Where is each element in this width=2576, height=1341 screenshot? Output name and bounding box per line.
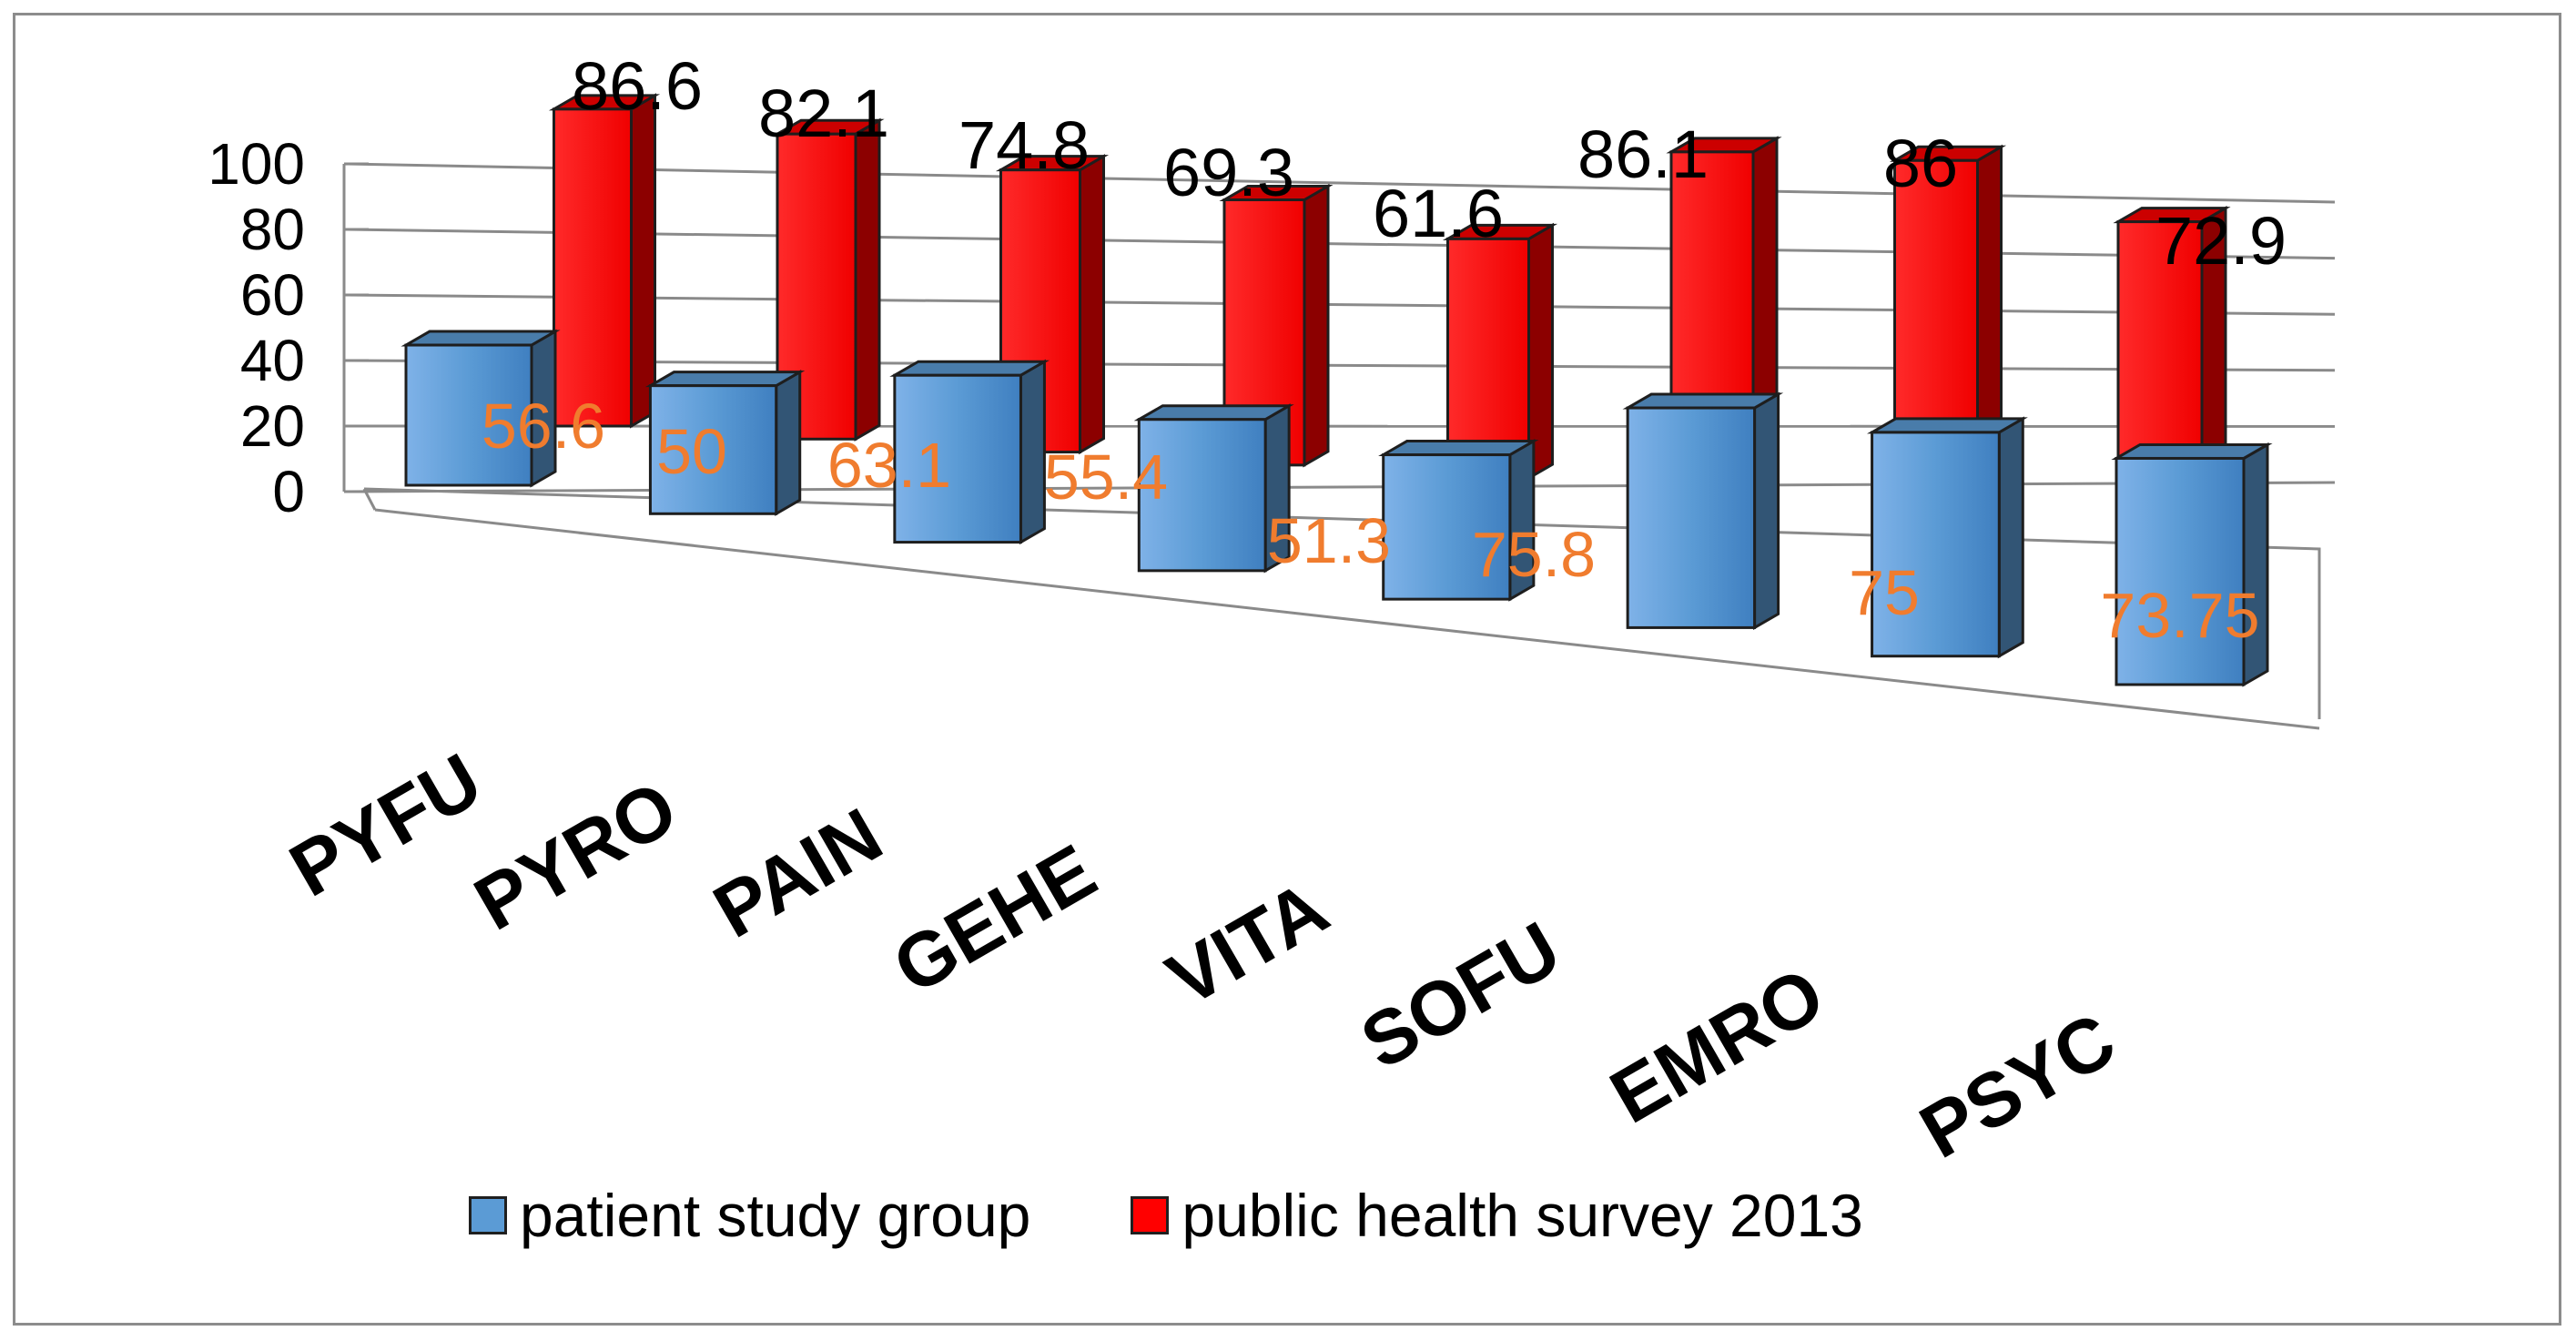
bar-patient-sofu bbox=[1622, 391, 1784, 631]
gridline bbox=[343, 359, 2336, 372]
data-label-patient: 50 bbox=[656, 416, 727, 487]
legend-swatch-survey bbox=[1131, 1196, 1170, 1234]
floor-left-edge bbox=[362, 488, 377, 511]
y-tick-label: 100 bbox=[208, 131, 305, 197]
floor-front-edge bbox=[374, 508, 2320, 730]
x-tick-label: PAIN bbox=[700, 791, 896, 954]
y-tick-label: 80 bbox=[240, 197, 305, 262]
x-tick-label: PYFU bbox=[276, 737, 495, 912]
legend: patient study group public health survey… bbox=[469, 1174, 1863, 1256]
bar-patient-pyfu bbox=[401, 329, 561, 488]
chart-frame bbox=[13, 13, 2561, 1326]
bar-patient-gehe bbox=[1133, 403, 1294, 574]
x-tick-label: VITA bbox=[1153, 864, 1342, 1022]
data-label-patient: 51.3 bbox=[1267, 505, 1391, 576]
data-label-patient: 56.6 bbox=[482, 391, 605, 462]
bars-layer bbox=[401, 93, 2273, 687]
data-label-survey: 74.8 bbox=[958, 107, 1090, 183]
bar-survey-pyfu bbox=[548, 93, 661, 429]
bar-patient-emro bbox=[1866, 416, 2028, 659]
x-tick-label: PYRO bbox=[461, 764, 691, 946]
data-label-patient: 73.75 bbox=[2100, 580, 2259, 651]
data-label-survey: 86 bbox=[1883, 126, 1958, 201]
bar-patient-psyc bbox=[2111, 442, 2273, 687]
bar-patient-vita bbox=[1378, 438, 1539, 602]
legend-label-patient: patient study group bbox=[520, 1182, 1031, 1249]
bar-patient-pyro bbox=[644, 370, 806, 516]
y-tick-label: 20 bbox=[240, 393, 305, 459]
legend-item-survey: public health survey 2013 bbox=[1131, 1181, 1863, 1250]
x-tick-label: PSYC bbox=[1906, 996, 2129, 1174]
data-label-survey: 86.1 bbox=[1577, 117, 1709, 192]
gridline bbox=[343, 293, 2336, 316]
x-tick-label: EMRO bbox=[1597, 950, 1838, 1139]
legend-item-patient: patient study group bbox=[469, 1181, 1030, 1250]
legend-label-survey: public health survey 2013 bbox=[1182, 1182, 1863, 1249]
bar-patient-pain bbox=[889, 359, 1050, 545]
data-label-survey: 82.1 bbox=[758, 76, 889, 151]
gridline bbox=[343, 481, 2336, 493]
data-label-survey: 86.6 bbox=[572, 48, 703, 124]
data-label-patient: 55.4 bbox=[1044, 442, 1168, 513]
y-tick-label: 60 bbox=[240, 262, 305, 328]
x-tick-label: GEHE bbox=[879, 828, 1110, 1010]
x-tick-label: SOFU bbox=[1347, 905, 1574, 1085]
y-tick-label: 40 bbox=[240, 328, 305, 393]
gridline bbox=[343, 162, 2336, 204]
data-label-patient: 75 bbox=[1849, 557, 1920, 628]
gridline bbox=[343, 228, 2336, 260]
data-label-patient: 75.8 bbox=[1472, 519, 1596, 590]
bar-survey-vita bbox=[1442, 222, 1558, 481]
y-tick-label: 0 bbox=[272, 459, 305, 524]
data-label-survey: 69.3 bbox=[1163, 135, 1294, 210]
data-label-survey: 72.9 bbox=[2155, 203, 2287, 279]
data-label-survey: 61.6 bbox=[1373, 176, 1504, 251]
legend-swatch-patient bbox=[469, 1196, 507, 1234]
data-label-patient: 63.1 bbox=[827, 430, 951, 501]
